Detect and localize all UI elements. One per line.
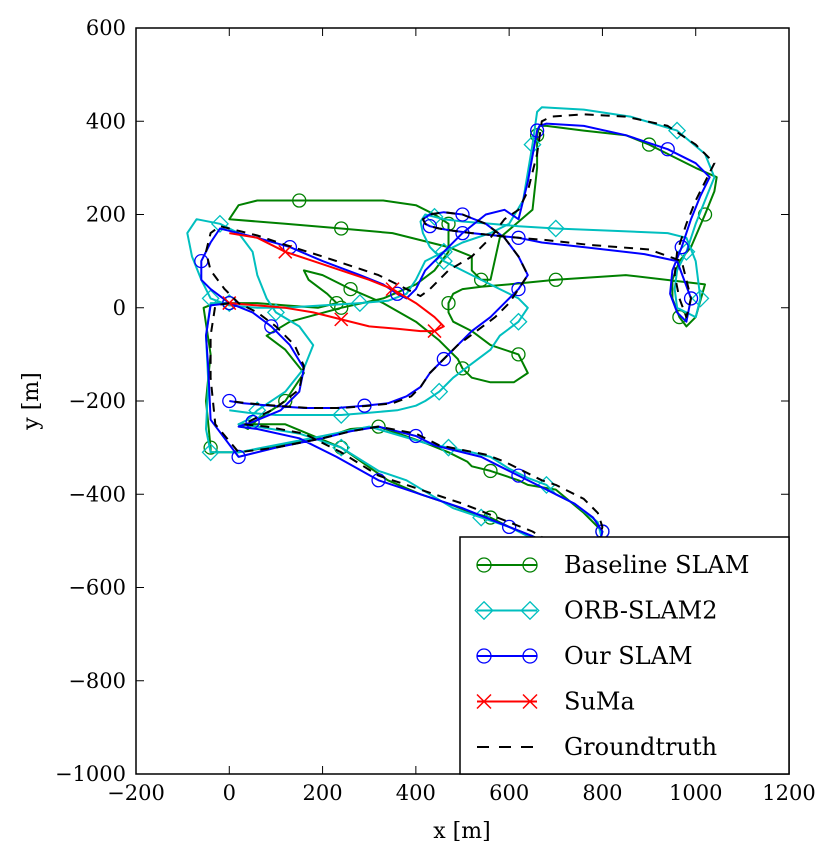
legend-item: SuMa — [476, 688, 635, 716]
data-point — [683, 291, 699, 306]
series-suma — [222, 232, 445, 339]
data-point — [455, 361, 470, 376]
y-tick-label: −400 — [68, 482, 126, 506]
series-line — [229, 232, 445, 333]
legend-item: Baseline SLAM — [476, 551, 749, 579]
data-point — [430, 382, 449, 401]
data-point — [501, 519, 517, 535]
y-axis-label: y [m] — [19, 372, 44, 430]
data-point — [292, 193, 307, 208]
data-point — [476, 557, 492, 573]
legend-item: Our SLAM — [476, 642, 693, 670]
data-point — [522, 693, 538, 710]
data-point — [439, 438, 458, 457]
data-point — [332, 405, 351, 425]
data-point — [329, 295, 344, 311]
legend-label: Our SLAM — [564, 642, 693, 670]
x-tick-label: 400 — [396, 781, 436, 805]
legend: Baseline SLAM ORB-SLAM2 Our SLAM SuMa Ground… — [459, 536, 790, 775]
data-point — [548, 272, 563, 287]
legend-label: Groundtruth — [564, 733, 717, 761]
data-point — [201, 443, 220, 462]
data-point — [546, 219, 565, 238]
y-tick-label: −800 — [68, 669, 126, 693]
data-point — [509, 312, 528, 331]
data-point — [476, 693, 492, 710]
data-point — [434, 242, 453, 261]
data-point — [264, 319, 279, 334]
data-point — [231, 449, 246, 465]
series-line — [205, 113, 716, 556]
data-point — [511, 468, 526, 483]
data-point — [266, 303, 285, 322]
legend-label: SuMa — [564, 688, 635, 716]
data-point — [357, 398, 372, 413]
legend-item: ORB-SLAM2 — [474, 597, 718, 625]
data-point — [522, 557, 538, 573]
x-tick-label: 0 — [223, 781, 236, 805]
data-point — [203, 440, 218, 455]
y-tick-label: −600 — [68, 576, 126, 600]
data-point — [210, 214, 230, 233]
data-point — [334, 440, 349, 455]
x-tick-label: 1200 — [762, 781, 815, 805]
data-point — [343, 281, 358, 297]
y-tick-label: 200 — [86, 203, 126, 227]
data-point — [334, 300, 349, 315]
data-point — [520, 600, 540, 621]
data-point — [483, 463, 498, 479]
y-tick-label: 0 — [113, 296, 126, 320]
x-tick-label: 600 — [489, 781, 529, 805]
data-point — [371, 473, 386, 488]
data-point — [334, 221, 349, 236]
x-tick-label: −200 — [107, 781, 165, 805]
data-point — [390, 286, 405, 301]
x-axis-label: x [m] — [433, 819, 490, 844]
x-tick-label: 1000 — [669, 781, 722, 805]
data-point — [474, 600, 494, 621]
x-tick-label: 200 — [303, 781, 343, 805]
data-point — [332, 438, 351, 457]
data-point — [427, 324, 442, 339]
data-point — [660, 142, 675, 157]
y-tick-label: 400 — [86, 109, 126, 133]
ticks-layer: −200 0 200 400 600 800 1000 1200 −1000 −800 −600 −4… — [55, 16, 816, 805]
data-point — [472, 508, 491, 527]
data-point — [474, 272, 489, 287]
data-point — [248, 401, 267, 420]
data-point — [476, 648, 492, 664]
legend-item: Groundtruth — [477, 733, 717, 761]
data-point — [422, 219, 438, 234]
data-point — [537, 475, 556, 494]
data-point — [436, 351, 451, 367]
y-tick-label: −200 — [68, 389, 126, 413]
x-tick-label: 800 — [582, 781, 622, 805]
data-point — [511, 230, 526, 245]
y-tick-label: 600 — [86, 16, 126, 40]
series-groundtruth — [205, 113, 716, 556]
data-point — [441, 295, 456, 311]
data-point — [511, 347, 526, 362]
legend-label: Baseline SLAM — [564, 551, 749, 579]
data-point — [245, 414, 260, 430]
legend-label: ORB-SLAM2 — [564, 597, 718, 625]
data-point — [334, 312, 349, 327]
data-point — [511, 281, 526, 297]
data-point — [278, 244, 293, 259]
data-point — [691, 289, 710, 308]
data-point — [385, 282, 400, 297]
y-tick-label: −1000 — [55, 762, 126, 786]
data-point — [522, 648, 538, 664]
data-point — [350, 294, 369, 313]
data-point — [455, 207, 470, 222]
data-point — [529, 123, 545, 138]
